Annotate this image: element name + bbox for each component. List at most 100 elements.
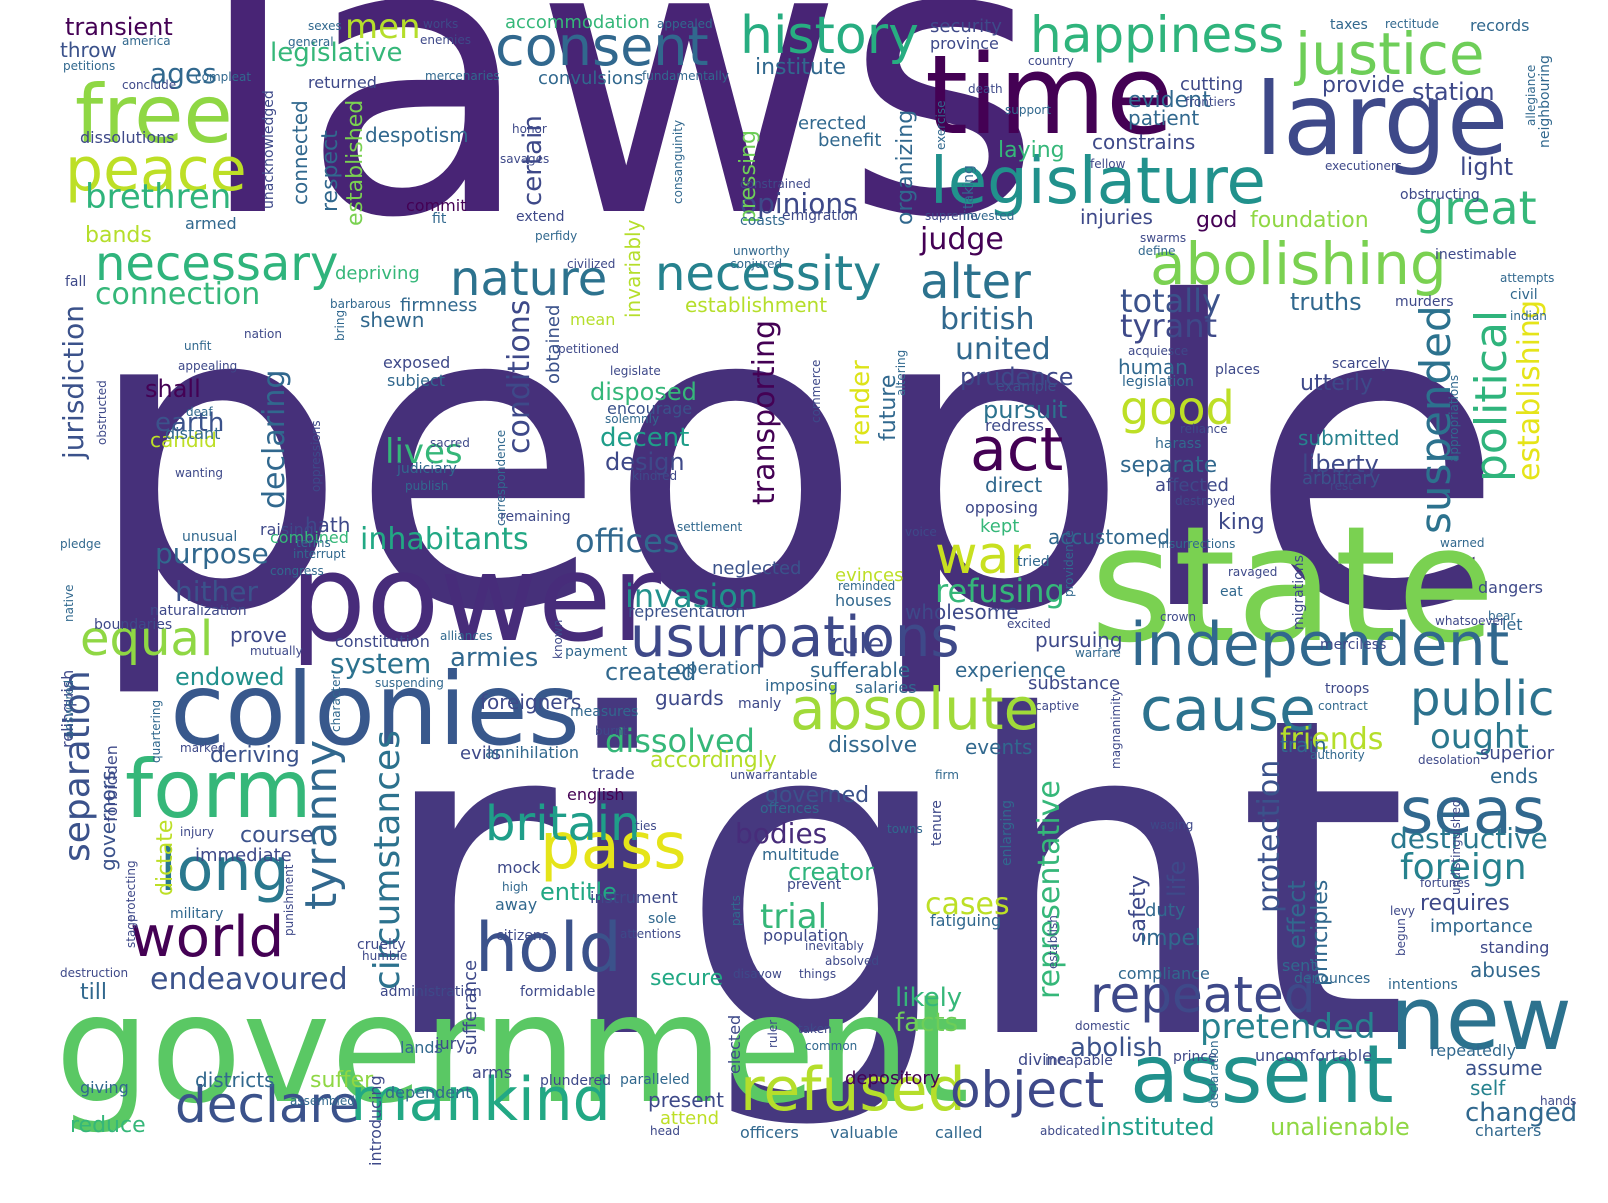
word-establish: establish <box>1046 915 1060 969</box>
word-elected: elected <box>725 1015 744 1075</box>
word-mock: mock <box>497 858 541 877</box>
word-endowed: endowed <box>175 663 285 691</box>
word-public: public <box>1410 671 1555 727</box>
word-british: british <box>940 302 1035 337</box>
word-destroyed: destroyed <box>1175 494 1236 508</box>
word-prove: prove <box>230 623 287 647</box>
word-time: time <box>925 31 1174 159</box>
word-inevitably: inevitably <box>805 939 864 953</box>
word-murders: murders <box>1395 294 1454 310</box>
word-firm: firm <box>935 768 959 782</box>
word-destructive: destructive <box>1390 822 1548 855</box>
word-exercise: exercise <box>934 100 948 150</box>
word-effect: effect <box>1283 880 1311 949</box>
word-good: good <box>1120 381 1235 435</box>
word-life: life <box>1163 860 1191 897</box>
word-god: god <box>1196 208 1238 233</box>
word-security: security <box>930 16 1002 37</box>
word-disavow: disavow <box>733 967 782 981</box>
word-convulsions: convulsions <box>538 68 644 89</box>
word-redress: redress <box>985 416 1044 435</box>
word-laying: laying <box>998 138 1065 163</box>
word-world: world <box>130 905 285 970</box>
word-nation: nation <box>244 327 282 341</box>
word-hath: hath <box>305 513 351 537</box>
word-large: large <box>1255 61 1509 178</box>
word-combined: combined <box>270 528 349 547</box>
word-enlarging: enlarging <box>999 800 1015 867</box>
word-respect: respect <box>318 130 343 212</box>
word-destruction: destruction <box>60 966 129 980</box>
word-protection: protection <box>1252 760 1287 914</box>
word-inestimable: inestimable <box>1435 247 1517 263</box>
word-refused: refused <box>740 1055 966 1125</box>
word-jurisdiction: jurisdiction <box>57 305 90 459</box>
word-emigration: emigration <box>782 208 859 224</box>
word-civil: civil <box>1510 287 1538 303</box>
word-head: head <box>650 1124 680 1138</box>
word-new: new <box>1390 967 1572 1070</box>
word-assume: assume <box>1465 1056 1543 1080</box>
word-united: united <box>955 332 1051 367</box>
word-suspending: suspending <box>375 676 444 690</box>
word-uncomfortable: uncomfortable <box>1255 1046 1372 1065</box>
word-fortunes: fortunes <box>1420 876 1471 890</box>
word-transient: transient <box>65 13 173 41</box>
word-solemnly: solemnly <box>605 412 660 426</box>
word-importance: importance <box>1430 916 1533 937</box>
word-abuses: abuses <box>1470 958 1541 982</box>
word-support: support <box>1005 103 1052 117</box>
word-fall: fall <box>65 274 87 290</box>
word-records: records <box>1470 16 1530 35</box>
word-military: military <box>170 906 224 922</box>
word-firmness: firmness <box>400 295 478 316</box>
word-governed: governed <box>765 783 870 808</box>
word-offences: offences <box>760 801 820 817</box>
word-shall: shall <box>145 375 201 403</box>
word-dissolve: dissolve <box>828 733 918 758</box>
word-hands: hands <box>1540 1094 1577 1108</box>
word-intentions: intentions <box>1388 977 1458 993</box>
word-evident: evident <box>1128 88 1211 113</box>
word-petitions: petitions <box>63 59 116 73</box>
word-america: america <box>122 34 171 48</box>
word-bear: bear <box>1488 609 1516 623</box>
word-guards: guards <box>655 686 724 710</box>
word-settlement: settlement <box>677 520 743 534</box>
word-prevent: prevent <box>787 877 842 893</box>
word-troops: troops <box>1325 681 1370 697</box>
word-bands: bands <box>85 223 152 248</box>
word-bodies: bodies <box>735 817 828 850</box>
word-state: state <box>1090 491 1496 678</box>
word-interrupt: interrupt <box>293 547 346 561</box>
word-purpose: purpose <box>155 537 269 570</box>
word-dissolved: dissolved <box>605 722 755 760</box>
word-dangers: dangers <box>1478 578 1544 597</box>
word-desolation: desolation <box>1418 753 1481 767</box>
word-extend: extend <box>516 209 565 225</box>
word-established: established <box>343 100 368 227</box>
word-nature: nature <box>450 251 608 307</box>
word-measures: measures <box>570 704 639 720</box>
word-fellow: fellow <box>1090 157 1126 171</box>
word-endeavoured: endeavoured <box>150 962 348 997</box>
word-events: events <box>965 735 1033 759</box>
word-disposed: disposed <box>590 378 697 406</box>
word-petitioned: petitioned <box>558 342 620 356</box>
word-object: object <box>950 1061 1105 1119</box>
word-altering: altering <box>894 350 908 397</box>
word-evinces: evinces <box>835 565 904 586</box>
word-sole: sole <box>648 911 677 927</box>
word-requires: requires <box>1420 891 1510 916</box>
word-commit: commit <box>406 196 467 215</box>
word-train: train <box>1280 733 1327 757</box>
word-domestic: domestic <box>1075 1019 1130 1033</box>
word-absolved: absolved <box>825 954 879 968</box>
word-colonies: colonies <box>170 651 580 768</box>
word-crown: crown <box>1160 610 1197 624</box>
word-history: history <box>740 6 919 66</box>
word-happiness: happiness <box>1030 6 1285 64</box>
word-equal: equal <box>80 611 214 667</box>
word-scarcely: scarcely <box>1332 356 1390 372</box>
word-mean: mean <box>570 310 616 329</box>
